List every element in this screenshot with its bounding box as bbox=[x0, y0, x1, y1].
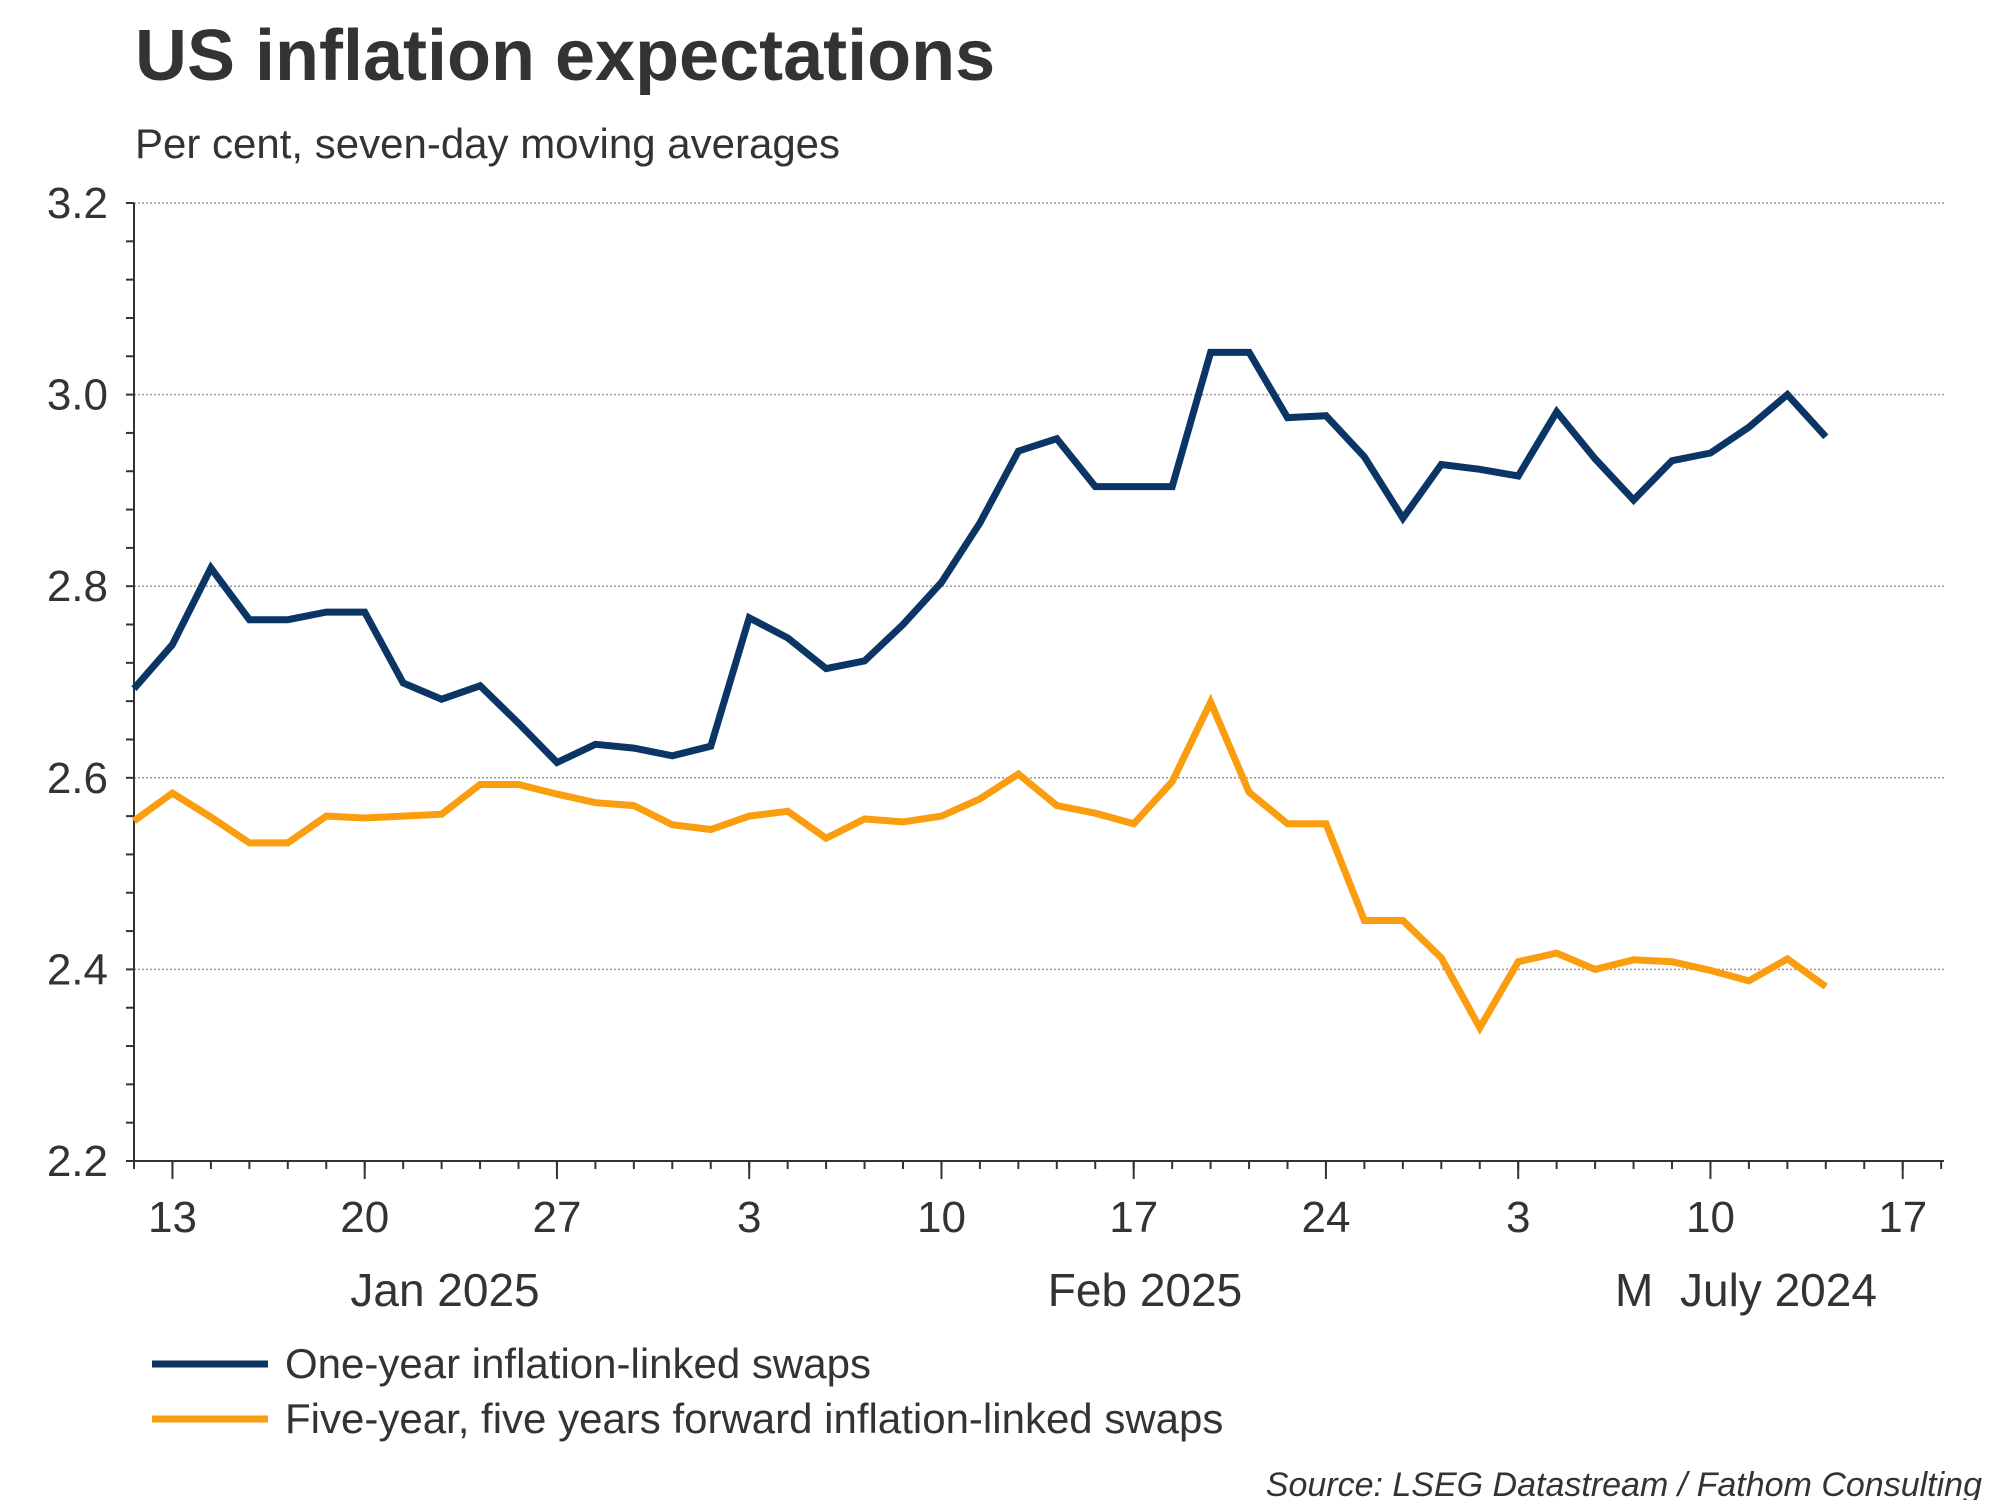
x-tick-label: 27 bbox=[532, 1193, 581, 1242]
series-lines bbox=[134, 352, 1826, 1028]
x-tick-label: 10 bbox=[917, 1193, 966, 1242]
legend-label: One-year inflation-linked swaps bbox=[285, 1340, 871, 1387]
y-tick-label: 2.2 bbox=[47, 1137, 108, 1186]
x-tick-label: 13 bbox=[148, 1193, 197, 1242]
x-tick-label: 17 bbox=[1109, 1193, 1158, 1242]
y-tick-label: 3.2 bbox=[47, 179, 108, 228]
x-month-label: Feb 2025 bbox=[1048, 1264, 1242, 1316]
x-month-label: Jan 2025 bbox=[350, 1264, 539, 1316]
gridlines bbox=[134, 203, 1944, 969]
x-tick-label: 10 bbox=[1686, 1193, 1735, 1242]
axes: 2.2 2.4 2.6 2.8 3.0 3.2 13 20 27 3 10 17 24 3 10 17 Jan … bbox=[47, 179, 1944, 1316]
x-tick-label: 24 bbox=[1301, 1193, 1350, 1242]
x-month-label: M bbox=[1615, 1264, 1653, 1316]
x-month-label: July 2024 bbox=[1680, 1264, 1877, 1316]
y-tick-label: 2.6 bbox=[47, 754, 108, 803]
chart-title: US inflation expectations bbox=[135, 16, 995, 96]
chart-subtitle: Per cent, seven-day moving averages bbox=[135, 120, 840, 167]
x-tick-label: 17 bbox=[1878, 1193, 1927, 1242]
y-tick-label: 2.4 bbox=[47, 945, 108, 994]
legend: One-year inflation-linked swaps Five-year… bbox=[152, 1340, 1223, 1442]
x-tick-label: 3 bbox=[737, 1193, 761, 1242]
source-note: Source: LSEG Datastream / Fathom Consult… bbox=[1266, 1466, 1982, 1500]
series-line-one-year bbox=[134, 352, 1826, 762]
x-tick-label: 20 bbox=[340, 1193, 389, 1242]
x-tick-label: 3 bbox=[1506, 1193, 1530, 1242]
series-line-five-year-five-forward bbox=[134, 702, 1826, 1028]
legend-label: Five-year, five years forward inflation-… bbox=[285, 1395, 1223, 1442]
y-tick-label: 3.0 bbox=[47, 371, 108, 420]
y-tick-label: 2.8 bbox=[47, 562, 108, 611]
